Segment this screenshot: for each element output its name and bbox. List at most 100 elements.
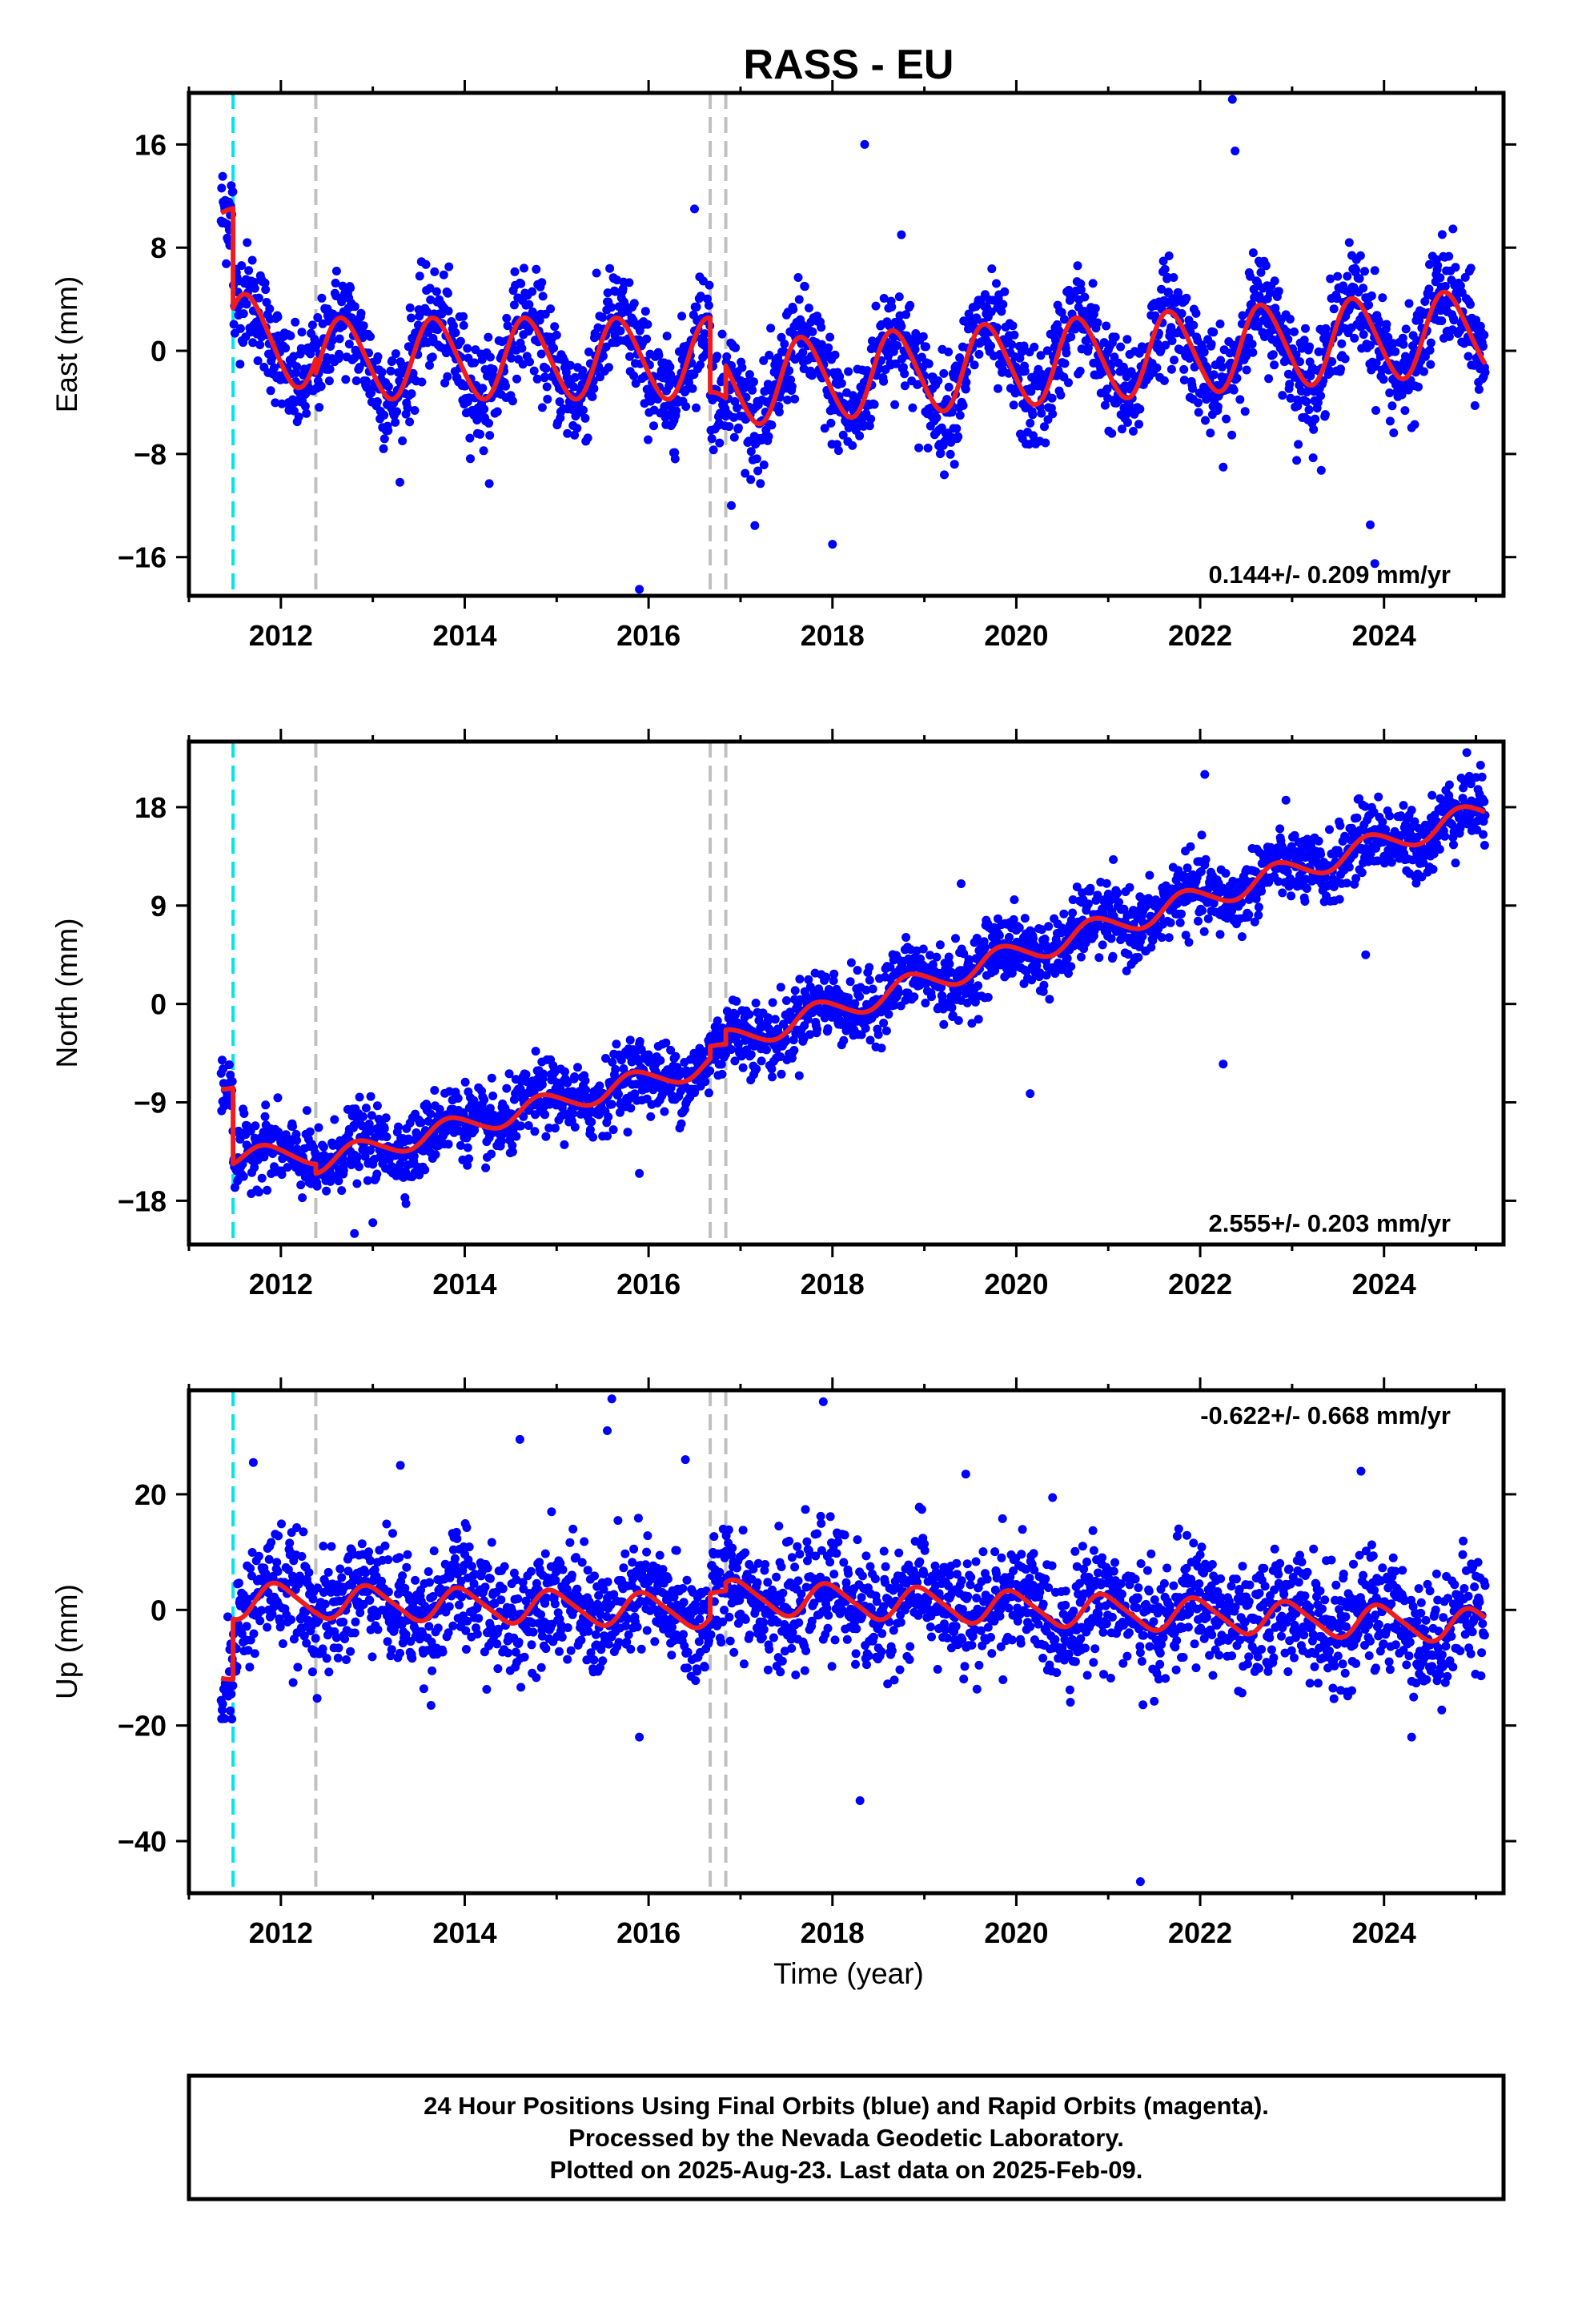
data-point-north-1524: [994, 931, 1004, 940]
data-point-east-1983: [1229, 385, 1239, 395]
outlier-point-east-4: [828, 540, 837, 549]
data-point-north-1297: [879, 1019, 889, 1027]
data-point-east-2154: [1316, 465, 1326, 475]
data-point-east-1458: [961, 384, 970, 394]
data-point-east-2139: [1309, 424, 1319, 434]
data-point-north-130: [283, 1163, 292, 1172]
data-point-east-888: [670, 448, 680, 457]
data-point-east-2222: [1351, 265, 1361, 275]
data-point-east-179: [307, 320, 317, 330]
data-point-east-213: [325, 364, 335, 374]
data-point-east-1375: [918, 332, 928, 341]
data-point-north-1895: [1184, 938, 1194, 947]
data-point-north-1269: [865, 963, 874, 972]
data-point-east-1078: [767, 420, 777, 430]
data-point-east-145: [291, 317, 300, 327]
data-point-north-428: [435, 1104, 444, 1114]
data-point-north-469: [456, 1140, 465, 1150]
data-point-east-575: [510, 267, 520, 276]
data-point-east-1051: [753, 466, 763, 476]
data-point-east-408: [425, 360, 434, 370]
data-point-east-709: [579, 405, 588, 415]
data-point-east-1528: [997, 307, 1006, 316]
data-point-north-2085: [1281, 795, 1291, 805]
data-point-east-320: [379, 434, 389, 444]
data-point-east-1712: [1090, 304, 1100, 313]
data-point-north-201: [319, 1142, 328, 1152]
data-point-east-1909: [1191, 308, 1201, 318]
data-point-east-627: [536, 349, 546, 359]
data-point-north-1659: [1064, 969, 1073, 978]
data-point-north-1406: [934, 968, 944, 978]
data-point-east-568: [507, 353, 516, 363]
data-point-east-2344: [1414, 382, 1423, 392]
data-point-north-1702: [1086, 883, 1095, 893]
data-point-east-2209: [1344, 238, 1354, 247]
data-point-east-1586: [1026, 387, 1036, 396]
data-point-east-1979: [1227, 430, 1237, 440]
data-point-east-809: [629, 299, 639, 308]
data-point-east-1132: [794, 295, 804, 304]
data-point-east-37: [235, 360, 245, 369]
data-point-east-2138: [1308, 453, 1318, 463]
data-point-east-1028: [741, 392, 751, 402]
data-point-east-1062: [759, 356, 769, 365]
data-point-east-1605: [1036, 351, 1046, 360]
data-point-north-45: [239, 1109, 249, 1118]
data-point-east-561: [503, 321, 512, 331]
data-point-east-1: [217, 183, 227, 193]
data-point-east-847: [649, 421, 658, 431]
data-point-north-1928: [1201, 854, 1211, 864]
data-point-east-2366: [1425, 259, 1434, 269]
data-point-east-1574: [1020, 367, 1030, 376]
data-point-east-409: [425, 283, 435, 293]
x-ticks-east: 2012 2014 2016 2018 2020 2022 2024: [187, 80, 1478, 652]
data-point-north-1034: [745, 1010, 754, 1019]
data-point-east-1211: [835, 372, 845, 381]
data-point-east-684: [566, 360, 575, 370]
data-point-east-1860: [1166, 323, 1176, 332]
data-point-east-365: [403, 403, 412, 412]
data-point-east-148: [292, 362, 302, 372]
data-point-north-530: [487, 1073, 496, 1083]
data-point-east-1416: [940, 470, 949, 480]
data-point-east-1401: [932, 413, 942, 423]
data-point-north-392: [416, 1118, 426, 1128]
outlier-point-east-8: [690, 204, 699, 214]
data-point-north-87: [261, 1100, 271, 1110]
data-point-east-2123: [1301, 324, 1310, 333]
data-point-east-678: [563, 428, 572, 438]
data-point-east-2299: [1391, 347, 1400, 356]
data-point-north-1058: [757, 1056, 766, 1066]
data-point-east-636: [541, 364, 551, 373]
data-point-north-347: [394, 1122, 403, 1132]
data-point-north-957: [705, 1066, 715, 1076]
data-point-north-1470: [967, 1019, 977, 1028]
data-point-east-10: [222, 259, 231, 268]
data-point-east-196: [316, 381, 326, 391]
data-point-north-2331: [1407, 806, 1416, 815]
data-point-east-2192: [1336, 364, 1345, 374]
data-point-east-165: [300, 401, 310, 411]
data-point-east-2312: [1397, 390, 1407, 400]
data-point-east-1338: [900, 369, 909, 379]
data-point-north-1889: [1181, 931, 1191, 940]
data-point-east-2005: [1240, 407, 1250, 416]
plot-area-east: [216, 93, 1490, 596]
data-point-east-2417: [1451, 263, 1460, 272]
data-point-north-1153: [805, 1030, 815, 1039]
data-point-east-403: [422, 307, 432, 316]
data-point-east-523: [484, 332, 493, 342]
data-point-east-152: [294, 412, 303, 422]
data-point-east-418: [430, 267, 440, 276]
data-point-east-1279: [869, 400, 879, 409]
data-point-north-1303: [881, 1026, 891, 1035]
data-point-north-1657: [1062, 954, 1072, 963]
data-point-north-1502: [983, 992, 993, 1002]
data-point-east-559: [502, 313, 512, 323]
data-point-north-2078: [1278, 888, 1287, 898]
data-point-east-638: [542, 382, 552, 392]
data-point-east-891: [672, 406, 681, 416]
data-point-north-483: [463, 1143, 472, 1152]
data-point-east-2368: [1426, 360, 1435, 369]
